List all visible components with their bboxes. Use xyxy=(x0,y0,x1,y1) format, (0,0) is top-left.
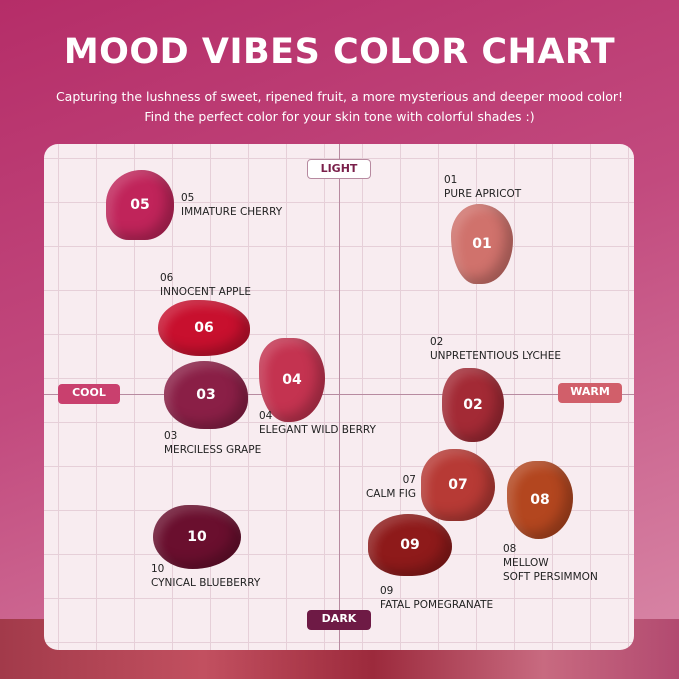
shade-name: PURE APRICOT xyxy=(444,188,522,200)
axis-label-dark: DARK xyxy=(307,610,371,630)
shade-label-02: 02 UNPRETENTIOUS LYCHEE xyxy=(430,335,561,363)
shade-name: FATAL POMEGRANATE xyxy=(380,599,494,611)
shade-name: CALM FIG xyxy=(365,488,416,500)
shade-number: 01 xyxy=(444,174,458,186)
shade-label-01: 01 PURE APRICOT xyxy=(444,173,521,201)
shade-number: 02 xyxy=(430,336,444,348)
swatch-10: 10 xyxy=(153,505,241,569)
swatch-09: 09 xyxy=(368,514,452,576)
shade-name: MELLOW xyxy=(503,557,549,569)
axis-label-light: LIGHT xyxy=(307,159,371,179)
swatch-08: 08 xyxy=(507,461,573,539)
shade-name: MERCILESS GRAPE xyxy=(164,444,262,456)
shade-label-08: 08 MELLOW SOFT PERSIMMON xyxy=(503,542,598,584)
shade-label-06: 06 INNOCENT APPLE xyxy=(160,271,251,299)
swatch-06: 06 xyxy=(158,300,250,356)
axis-label-cool: COOL xyxy=(58,384,120,404)
swatch-07: 07 xyxy=(421,449,495,521)
shade-name-line-2: SOFT PERSIMMON xyxy=(503,571,598,583)
shade-number: 03 xyxy=(164,430,178,442)
subtitle-line-2: Find the perfect color for your skin ton… xyxy=(144,109,535,124)
shade-label-10: 10 CYNICAL BLUEBERRY xyxy=(151,562,260,590)
color-chart-panel: LIGHT DARK COOL WARM 01 02 03 04 05 06 0… xyxy=(44,144,634,650)
shade-name: IMMATURE CHERRY xyxy=(181,206,283,218)
subtitle-line-1: Capturing the lushness of sweet, ripened… xyxy=(55,89,624,104)
shade-number: 09 xyxy=(380,585,394,597)
shade-name: UNPRETENTIOUS LYCHEE xyxy=(430,350,561,362)
swatch-03: 03 xyxy=(164,361,248,429)
shade-number: 08 xyxy=(503,543,517,555)
shade-number: 10 xyxy=(151,563,165,575)
shade-name: CYNICAL BLUEBERRY xyxy=(151,577,261,589)
horizontal-axis xyxy=(44,394,634,395)
shade-label-04: 04 ELEGANT WILD BERRY xyxy=(259,409,376,437)
axis-label-warm: WARM xyxy=(558,383,622,403)
swatch-05: 05 xyxy=(106,170,174,240)
page-title: MOOD VIBES COLOR CHART xyxy=(63,32,616,72)
shade-name: ELEGANT WILD BERRY xyxy=(259,424,376,436)
shade-number: 05 xyxy=(181,192,195,204)
shade-label-07: 07 CALM FIG xyxy=(366,473,416,501)
shade-name: INNOCENT APPLE xyxy=(160,286,251,298)
swatch-04: 04 xyxy=(259,338,325,422)
swatch-02: 02 xyxy=(442,368,504,442)
shade-number: 06 xyxy=(160,272,174,284)
shade-number: 04 xyxy=(259,410,273,422)
shade-label-09: 09 FATAL POMEGRANATE xyxy=(380,584,493,612)
vertical-axis xyxy=(339,144,340,650)
shade-label-05: 05 IMMATURE CHERRY xyxy=(181,191,282,219)
shade-label-03: 03 MERCILESS GRAPE xyxy=(164,429,261,457)
shade-number: 07 xyxy=(402,474,416,486)
swatch-01: 01 xyxy=(451,204,513,284)
